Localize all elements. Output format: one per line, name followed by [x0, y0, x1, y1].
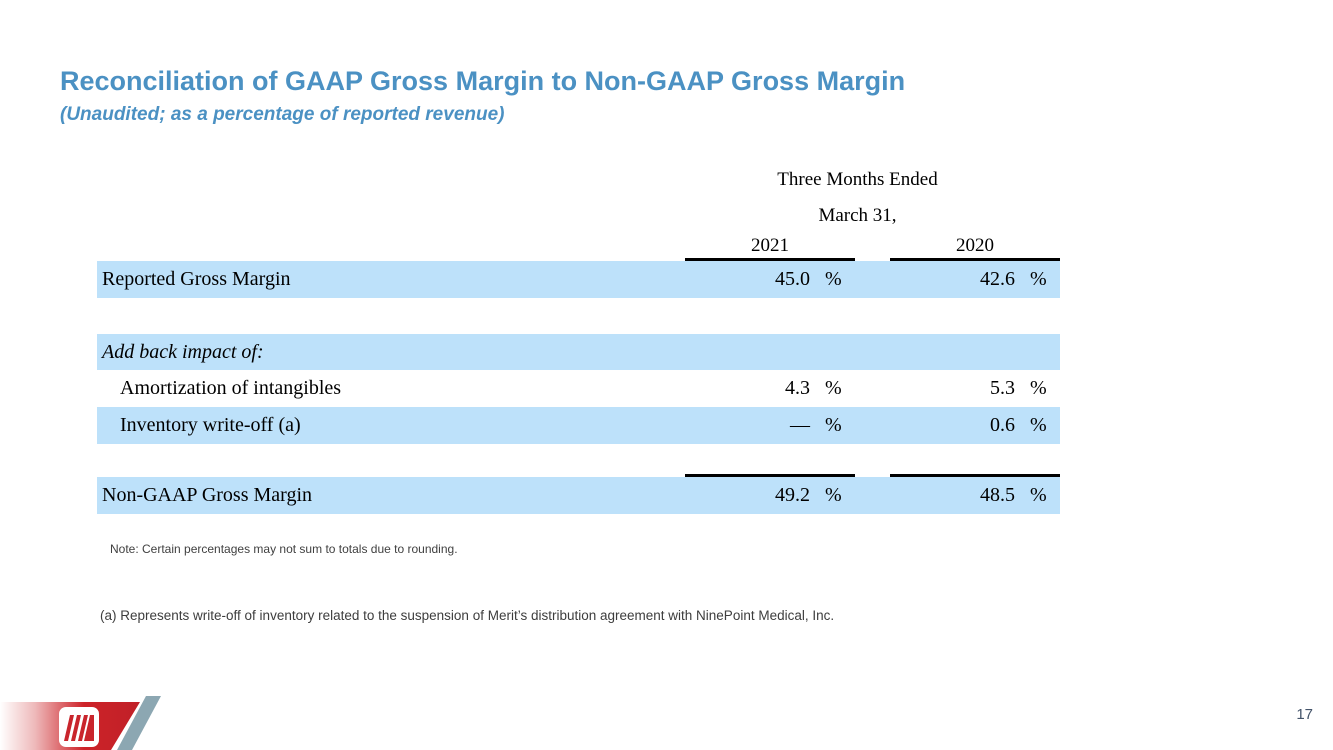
column-header-2020: 2020	[890, 235, 1060, 261]
value: 4.3	[785, 377, 810, 399]
percent-sign: %	[1030, 414, 1047, 436]
page-number: 17	[1296, 706, 1313, 723]
value: 48.5	[980, 484, 1015, 506]
table-row-reported-gross-margin: Reported Gross Margin 45.0 % 42.6 %	[97, 261, 1060, 298]
row-label: Non-GAAP Gross Margin	[102, 484, 312, 506]
table-row-inventory-write-off: Inventory write-off (a) — % 0.6 %	[97, 407, 1060, 444]
value-cell-2021: 45.0 %	[685, 268, 855, 291]
footnote-a: (a) Represents write-off of inventory re…	[100, 608, 835, 623]
value: 0.6	[990, 414, 1015, 436]
percent-sign: %	[1030, 268, 1047, 290]
column-header-2021: 2021	[685, 235, 855, 261]
row-label: Amortization of intangibles	[120, 377, 342, 399]
value-cell-2021: 49.2 %	[685, 484, 855, 507]
value-cell-2020: 0.6 %	[890, 414, 1060, 437]
logo-graphic	[0, 696, 161, 750]
percent-sign: %	[825, 484, 842, 506]
page-title: Reconciliation of GAAP Gross Margin to N…	[60, 66, 906, 96]
table-header-period-line2: March 31,	[97, 198, 1060, 234]
value-cell-2021: 4.3 %	[685, 377, 855, 400]
merit-medical-logo-icon	[0, 688, 175, 750]
total-top-rule-2020	[890, 474, 1060, 477]
percent-sign: %	[1030, 484, 1047, 506]
table-spacer	[97, 298, 1060, 334]
total-top-rule-2021	[685, 474, 855, 477]
total-rule-spacer	[97, 444, 1060, 477]
row-label: Reported Gross Margin	[102, 268, 291, 290]
table-row-non-gaap-gross-margin: Non-GAAP Gross Margin 49.2 % 48.5 %	[97, 477, 1060, 514]
value-cell-2020: 42.6 %	[890, 268, 1060, 291]
row-label: Inventory write-off (a)	[120, 414, 301, 436]
period-header: Three Months Ended	[777, 169, 938, 190]
value-cell-2020: 48.5 %	[890, 484, 1060, 507]
gross-margin-reconciliation-table: Three Months Ended March 31, 2021 2020 R…	[97, 162, 1060, 514]
page-subtitle: (Unaudited; as a percentage of reported …	[60, 104, 505, 125]
percent-sign: %	[825, 377, 842, 399]
table-row-amortization: Amortization of intangibles 4.3 % 5.3 %	[97, 370, 1060, 407]
table-header-years: 2021 2020	[97, 234, 1060, 261]
value: —	[790, 414, 810, 436]
value-cell-2020: 5.3 %	[890, 377, 1060, 400]
value: 49.2	[775, 484, 810, 506]
table-header-period-line1: Three Months Ended	[97, 162, 1060, 198]
value: 5.3	[990, 377, 1015, 399]
percent-sign: %	[825, 268, 842, 290]
percent-sign: %	[825, 414, 842, 436]
value: 45.0	[775, 268, 810, 290]
percent-sign: %	[1030, 377, 1047, 399]
section-label: Add back impact of:	[102, 340, 264, 363]
value-cell-2021: — %	[685, 414, 855, 437]
rounding-note: Note: Certain percentages may not sum to…	[110, 542, 458, 556]
value: 42.6	[980, 268, 1015, 290]
table-row-add-back-section: Add back impact of:	[97, 334, 1060, 370]
period-header-date: March 31,	[818, 205, 897, 226]
